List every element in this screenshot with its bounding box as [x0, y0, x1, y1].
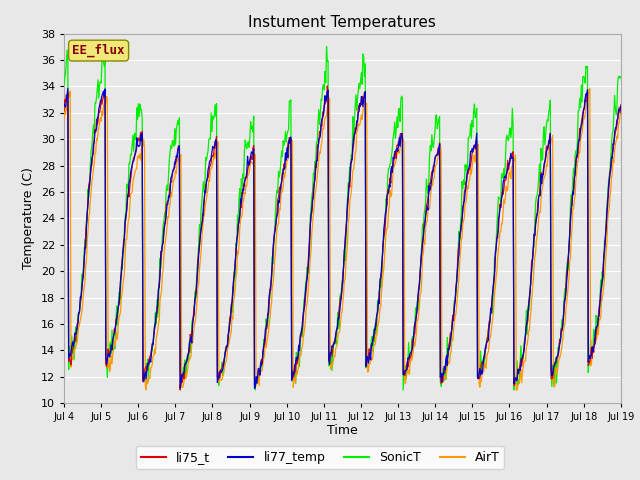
SonicT [617, 74, 625, 80]
Line: li75_t: li75_t [64, 86, 621, 390]
Y-axis label: Temperature (C): Temperature (C) [22, 168, 35, 269]
SonicT [214, 366, 221, 372]
SonicT [60, 82, 68, 87]
AirT [617, 108, 625, 113]
li77_temp [64, 85, 72, 91]
Legend: li75_t, li77_temp, SonicT, AirT: li75_t, li77_temp, SonicT, AirT [136, 446, 504, 469]
AirT [214, 143, 221, 148]
SonicT [323, 44, 330, 49]
li77_temp [128, 163, 136, 168]
li77_temp [412, 318, 419, 324]
li77_temp [251, 385, 259, 391]
AirT [410, 339, 418, 345]
AirT [127, 191, 135, 196]
AirT [586, 85, 594, 91]
li75_t [617, 102, 625, 108]
Text: EE_flux: EE_flux [72, 44, 125, 57]
li75_t [412, 319, 419, 325]
Line: li77_temp: li77_temp [64, 88, 621, 388]
AirT [513, 387, 520, 393]
SonicT [428, 132, 436, 137]
li77_temp [185, 348, 193, 354]
SonicT [184, 356, 192, 362]
li77_temp [214, 376, 222, 382]
SonicT [127, 152, 135, 158]
li75_t [428, 169, 436, 175]
li75_t [127, 170, 135, 176]
Line: SonicT: SonicT [64, 47, 621, 390]
li77_temp [60, 101, 68, 107]
X-axis label: Time: Time [327, 424, 358, 437]
AirT [184, 364, 192, 370]
li77_temp [71, 330, 79, 336]
Line: AirT: AirT [64, 88, 621, 390]
SonicT [252, 387, 259, 393]
li75_t [177, 387, 184, 393]
li75_t [185, 350, 193, 356]
AirT [60, 118, 68, 123]
SonicT [412, 305, 419, 311]
li75_t [214, 374, 222, 380]
SonicT [70, 357, 78, 362]
li77_temp [428, 176, 436, 182]
Title: Instument Temperatures: Instument Temperatures [248, 15, 436, 30]
li75_t [60, 108, 68, 114]
AirT [70, 352, 78, 358]
li75_t [323, 83, 331, 89]
li75_t [70, 340, 78, 346]
AirT [426, 195, 434, 201]
li77_temp [617, 104, 625, 109]
